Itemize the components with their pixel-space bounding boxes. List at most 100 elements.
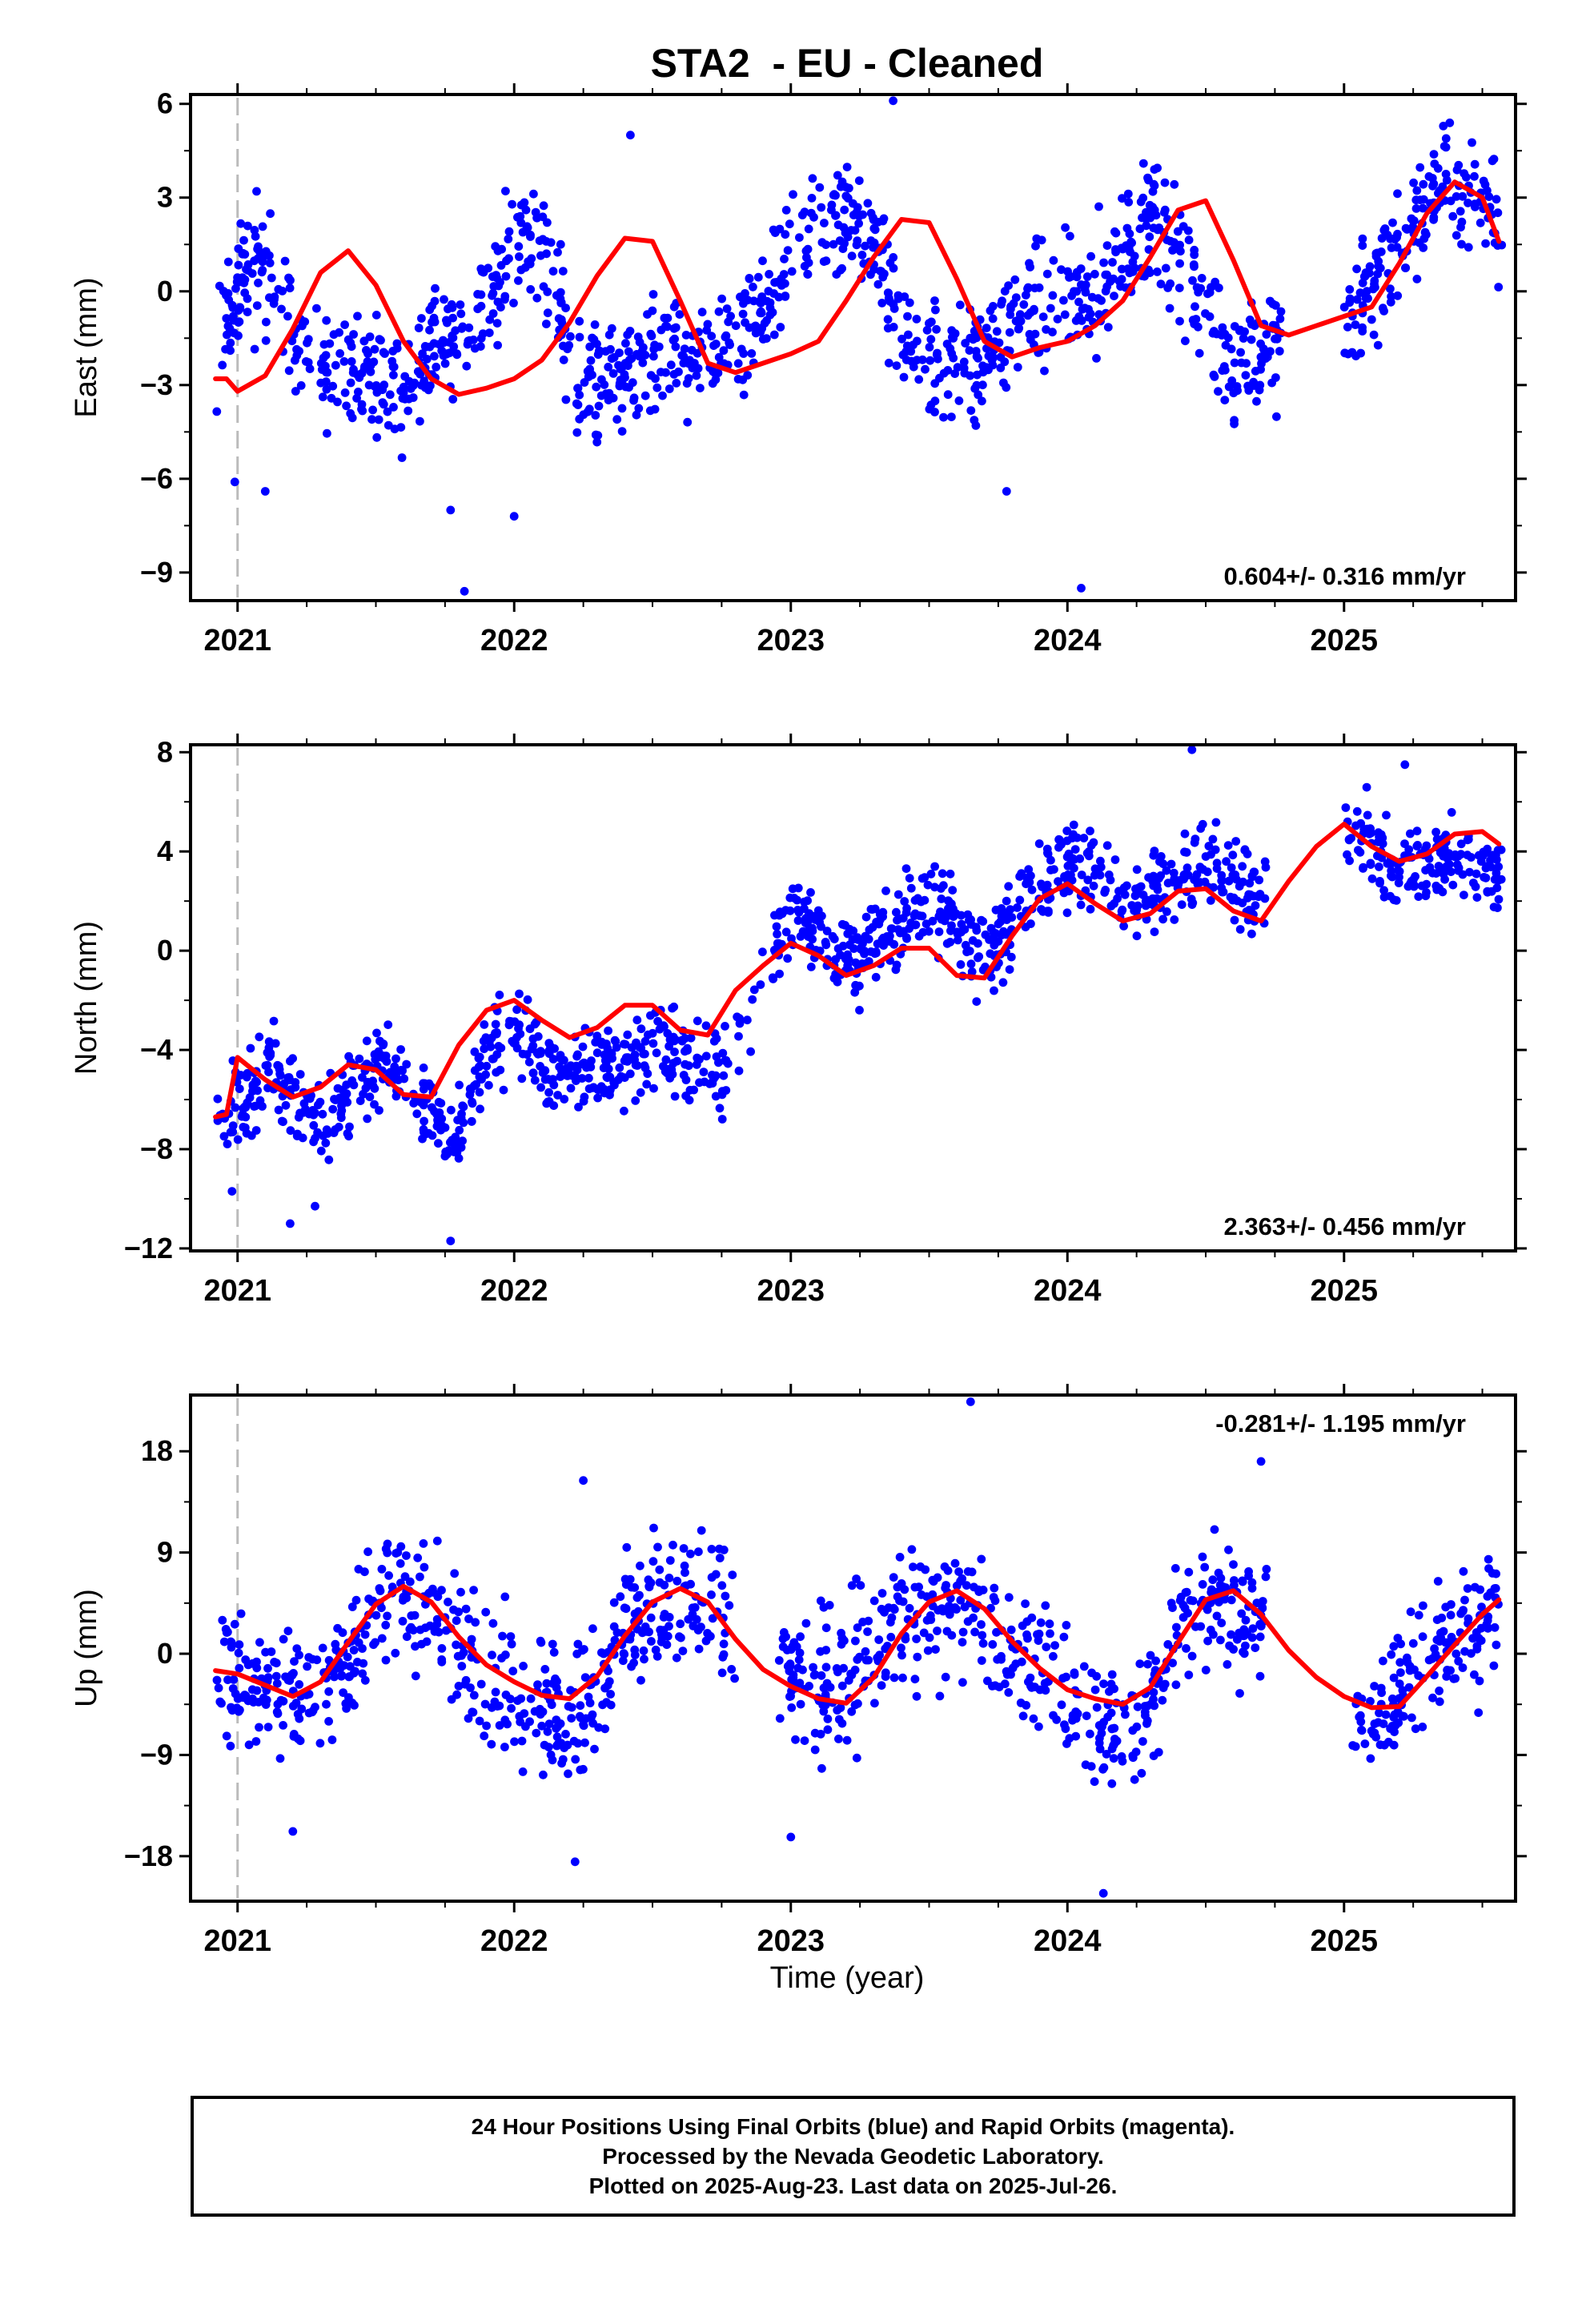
data-point bbox=[850, 1700, 860, 1710]
data-point bbox=[847, 251, 857, 261]
data-point bbox=[1427, 1654, 1437, 1663]
data-point bbox=[530, 1707, 540, 1716]
data-point bbox=[402, 1551, 411, 1560]
data-point bbox=[719, 346, 729, 356]
data-point bbox=[346, 408, 355, 418]
data-point bbox=[289, 1731, 299, 1741]
data-point bbox=[1023, 1634, 1032, 1643]
data-point bbox=[719, 1650, 729, 1659]
data-point bbox=[1029, 1714, 1038, 1723]
data-point bbox=[610, 1635, 620, 1645]
data-point bbox=[1396, 1668, 1405, 1678]
y-tick-label: 18 bbox=[141, 1434, 173, 1467]
data-point bbox=[1194, 322, 1203, 332]
data-point bbox=[787, 1703, 797, 1712]
data-point bbox=[956, 960, 966, 969]
data-point bbox=[1239, 1647, 1247, 1657]
data-point bbox=[1188, 275, 1197, 285]
data-point bbox=[1351, 320, 1360, 329]
data-point bbox=[954, 1567, 963, 1576]
data-point bbox=[546, 238, 556, 247]
x-tick-label: 2025 bbox=[1311, 1274, 1379, 1308]
data-point bbox=[544, 1743, 553, 1752]
data-point bbox=[1198, 1580, 1207, 1589]
data-point bbox=[861, 241, 869, 251]
data-point bbox=[1040, 1679, 1050, 1688]
data-point bbox=[644, 1627, 653, 1637]
data-point bbox=[508, 199, 516, 209]
data-point bbox=[1168, 246, 1177, 255]
data-points bbox=[212, 1397, 1503, 1898]
data-point bbox=[606, 1690, 615, 1699]
data-point bbox=[739, 349, 749, 358]
data-point bbox=[398, 1617, 408, 1626]
data-point bbox=[947, 412, 956, 421]
data-point bbox=[1104, 870, 1114, 879]
data-point bbox=[1198, 819, 1207, 829]
data-point bbox=[397, 453, 407, 462]
data-point bbox=[344, 1132, 353, 1141]
data-point bbox=[996, 364, 1006, 372]
data-point bbox=[1343, 323, 1352, 332]
data-point bbox=[947, 326, 957, 336]
data-point bbox=[1105, 1687, 1114, 1696]
data-point bbox=[630, 1050, 640, 1059]
data-point bbox=[561, 1730, 570, 1739]
data-point bbox=[1415, 238, 1424, 247]
data-point bbox=[1222, 857, 1231, 866]
data-point bbox=[1375, 1708, 1383, 1718]
data-point bbox=[1476, 1623, 1486, 1633]
data-point bbox=[1193, 879, 1203, 889]
data-point bbox=[468, 1099, 477, 1108]
data-point bbox=[707, 1590, 716, 1599]
data-point bbox=[800, 262, 809, 271]
data-point bbox=[266, 209, 275, 219]
data-point bbox=[1418, 1632, 1427, 1642]
data-point bbox=[910, 1582, 920, 1592]
data-point bbox=[491, 1687, 500, 1697]
data-point bbox=[1212, 1611, 1222, 1621]
data-point bbox=[1221, 340, 1231, 350]
data-point bbox=[1421, 891, 1431, 901]
data-point bbox=[978, 380, 987, 390]
data-point bbox=[331, 360, 340, 370]
data-point bbox=[991, 905, 1001, 915]
data-point bbox=[640, 1061, 649, 1071]
data-point bbox=[1229, 893, 1239, 903]
data-point bbox=[813, 906, 823, 915]
data-point bbox=[371, 1610, 381, 1620]
data-point bbox=[904, 330, 913, 340]
data-point bbox=[462, 361, 472, 371]
data-point bbox=[628, 378, 637, 388]
y-tick-label: −12 bbox=[124, 1232, 173, 1265]
data-point bbox=[715, 1554, 725, 1562]
data-point bbox=[578, 1042, 588, 1051]
data-point bbox=[1230, 915, 1239, 925]
data-point-outlier bbox=[966, 1397, 975, 1406]
data-point bbox=[285, 283, 295, 293]
data-point bbox=[292, 1132, 302, 1140]
data-point bbox=[413, 1553, 423, 1562]
data-point bbox=[1361, 293, 1371, 303]
data-point bbox=[1239, 334, 1248, 343]
data-point bbox=[952, 1581, 962, 1590]
data-point bbox=[603, 1073, 612, 1083]
data-point bbox=[347, 1602, 357, 1611]
data-point bbox=[501, 271, 511, 281]
data-point bbox=[938, 913, 948, 922]
data-point bbox=[359, 1089, 367, 1099]
data-point bbox=[573, 1050, 582, 1059]
data-point bbox=[1386, 1724, 1395, 1733]
data-point bbox=[1067, 291, 1076, 300]
data-point bbox=[1046, 1629, 1054, 1638]
data-point bbox=[797, 211, 807, 219]
data-point bbox=[899, 372, 909, 382]
data-point bbox=[787, 267, 797, 276]
y-axis-label: North (mm) bbox=[70, 921, 103, 1075]
data-point bbox=[433, 1116, 442, 1124]
data-point bbox=[1247, 1633, 1257, 1642]
data-point bbox=[1360, 1739, 1370, 1748]
data-point bbox=[301, 1104, 310, 1114]
data-point-outlier bbox=[311, 1201, 319, 1211]
data-point bbox=[1375, 1740, 1385, 1750]
